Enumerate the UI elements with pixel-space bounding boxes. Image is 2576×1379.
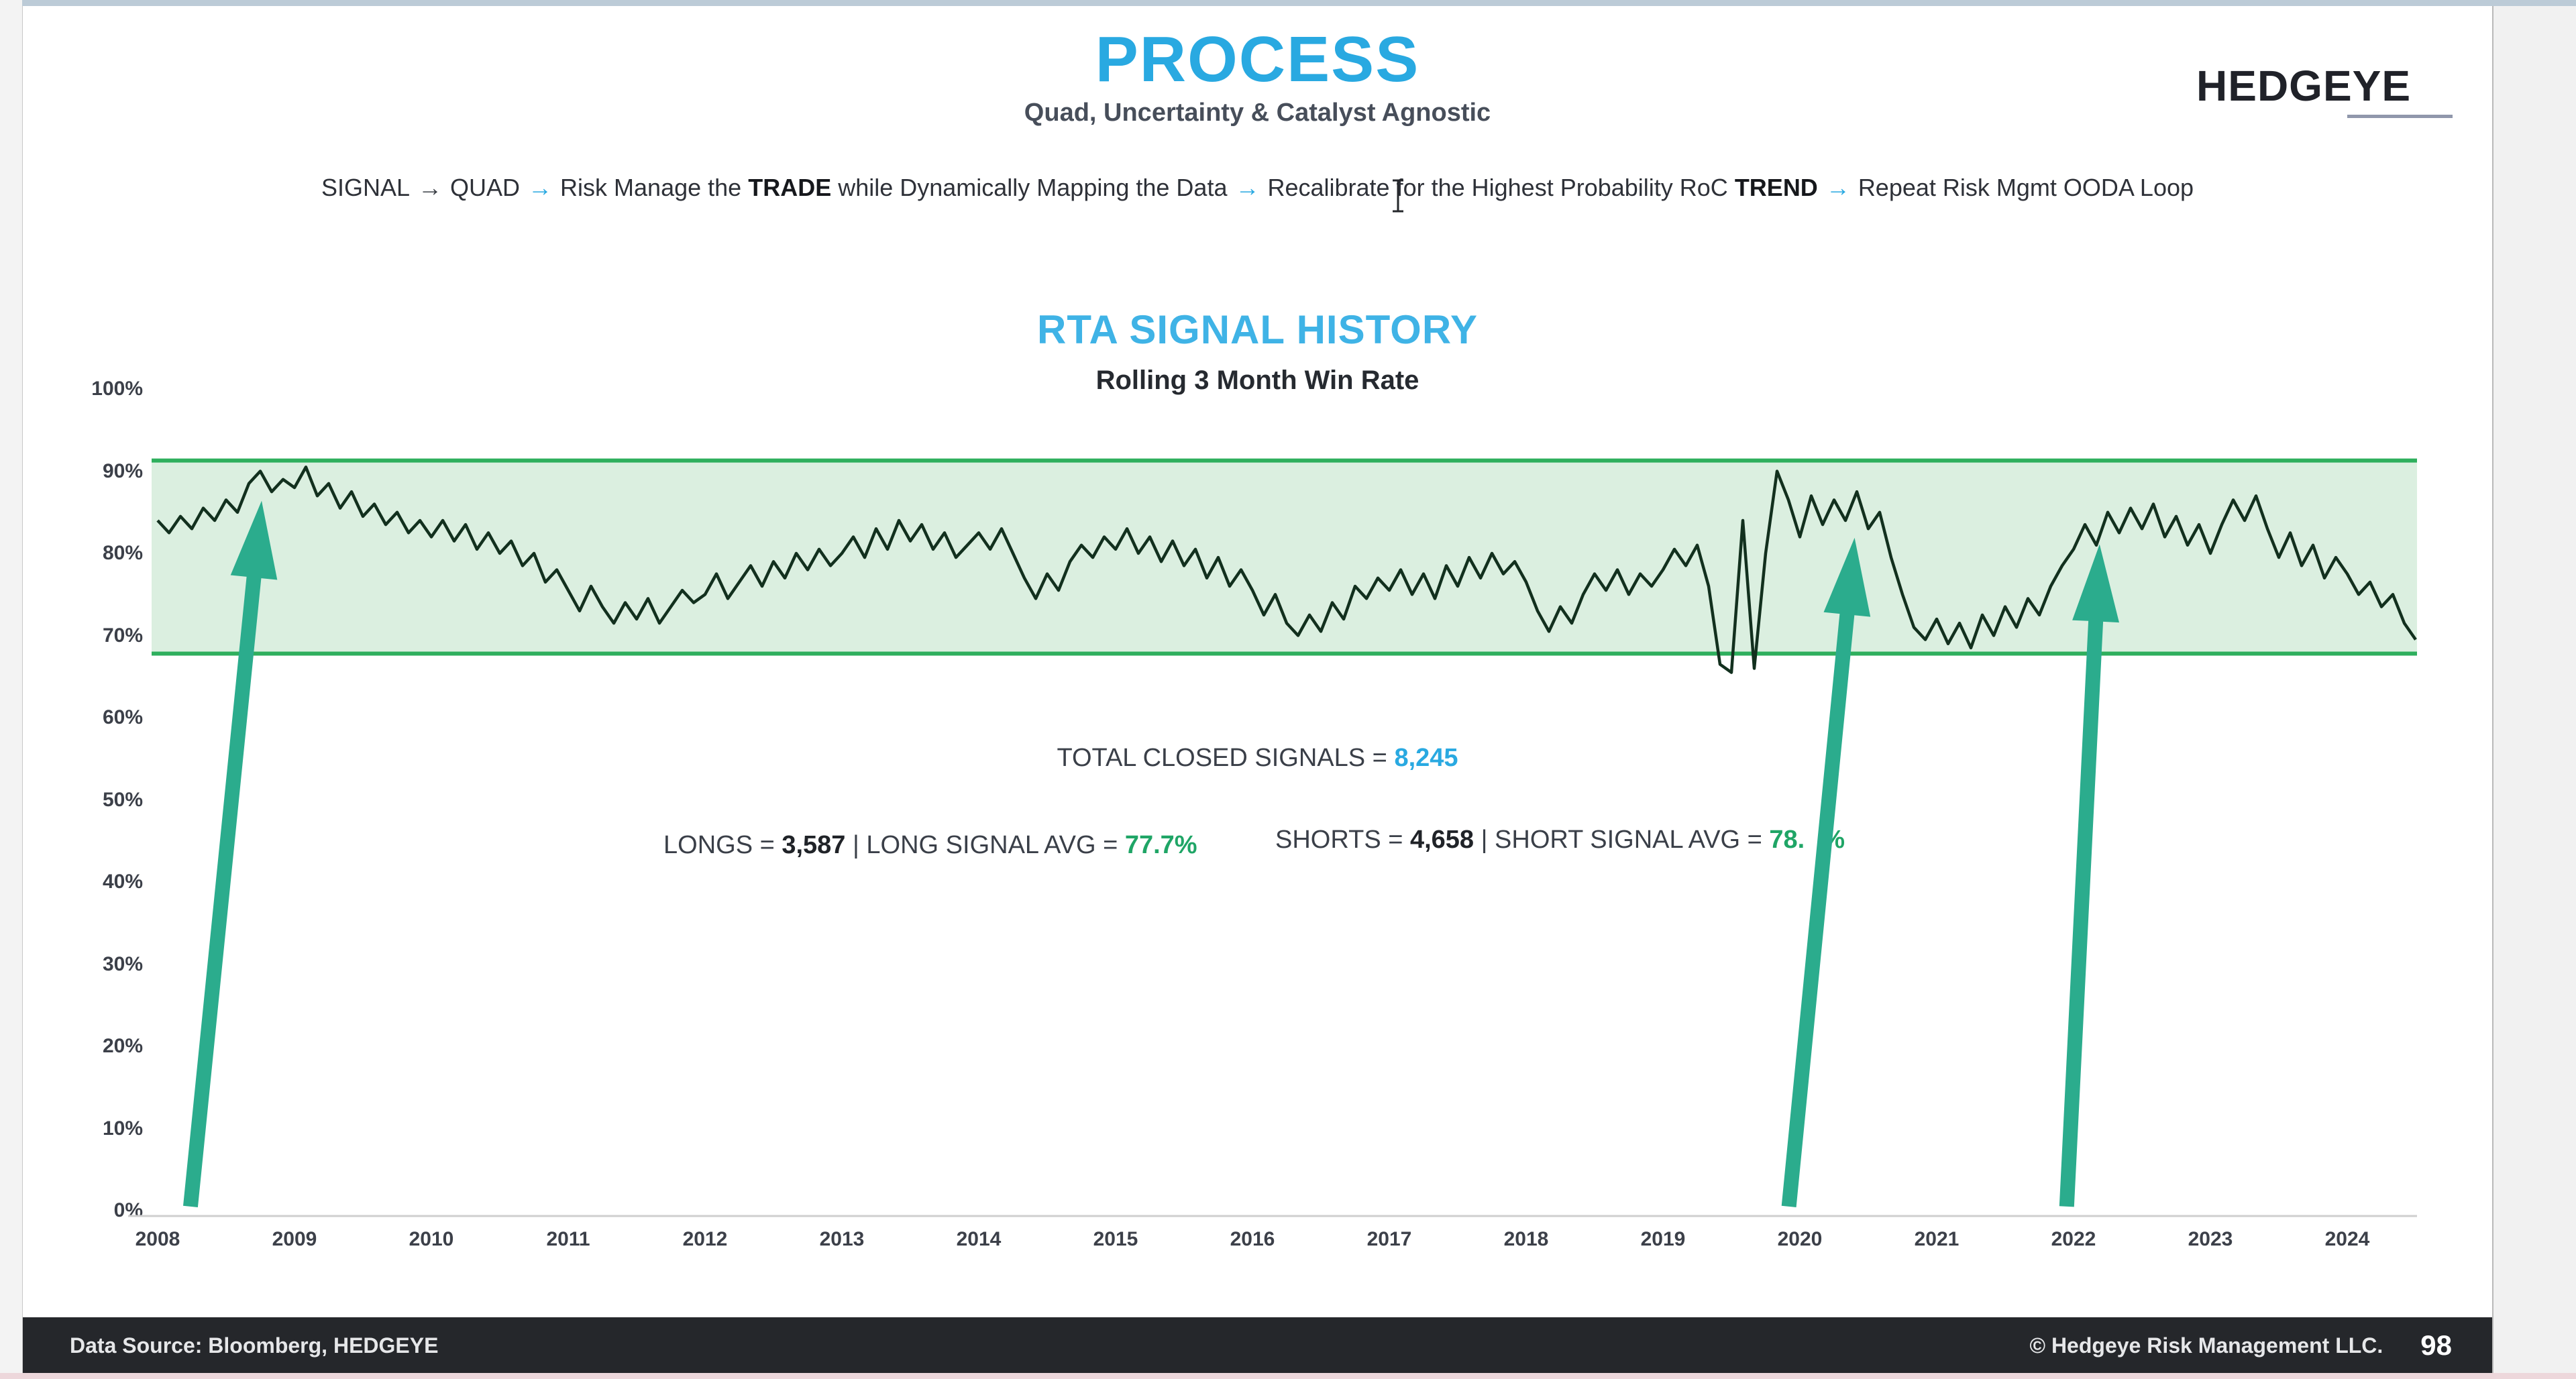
highlight-arrow <box>1781 537 1871 1207</box>
process-segment: TREND <box>1734 174 1818 201</box>
process-segment: Recalibrate for the Highest Probability … <box>1267 174 1735 201</box>
footer-bar: Data Source: Bloomberg, HEDGEYE © Hedgey… <box>23 1317 2492 1373</box>
footer-copyright: © Hedgeye Risk Management LLC. <box>2029 1333 2383 1358</box>
bottom-strip <box>0 1373 2576 1379</box>
process-segment: TRADE <box>748 174 832 201</box>
longs-avg-label: | LONG SIGNAL AVG = <box>845 831 1125 859</box>
brand-underline <box>2347 115 2453 118</box>
x-axis-tick-label: 2015 <box>1093 1228 1138 1250</box>
y-axis-tick-label: 90% <box>102 459 143 482</box>
footer-data-source: Data Source: Bloomberg, HEDGEYE <box>70 1333 439 1358</box>
y-axis-labels: 100% 90% 80% 70% 60% 50% 40% 30% 20% 10% 0% <box>63 378 143 1222</box>
win-rate-line <box>156 465 2417 674</box>
process-segment: Risk Manage the <box>560 174 749 201</box>
x-axis-tick-label: 2024 <box>2324 1228 2370 1250</box>
x-axis-tick-label: 2017 <box>1366 1228 1412 1250</box>
highlight-arrow <box>183 500 278 1207</box>
process-segment: SIGNAL <box>321 174 411 201</box>
win-rate-chart <box>128 458 2417 1217</box>
process-segment: → <box>1235 174 1260 201</box>
x-axis-tick-label: 2022 <box>2051 1228 2096 1250</box>
hedgeye-logo: HEDGEYE <box>2196 62 2411 110</box>
process-segment: QUAD <box>450 174 521 201</box>
slide: PROCESS Quad, Uncertainty & Catalyst Agn… <box>22 6 2493 1373</box>
shorts-label: SHORTS = <box>1275 826 1410 854</box>
process-segment: → <box>1825 174 1850 201</box>
y-axis-tick-label: 30% <box>102 952 143 975</box>
y-axis-tick-label: 40% <box>102 871 143 893</box>
y-axis-tick-label: 0% <box>113 1199 143 1221</box>
stats-total-label: TOTAL CLOSED SIGNALS = <box>1057 744 1395 772</box>
x-axis-tick-label: 2016 <box>1230 1228 1275 1250</box>
stats-total-closed: TOTAL CLOSED SIGNALS = 8,245 <box>23 742 2492 773</box>
x-axis-labels: 2008 2009 2010 2011 2012 2013 2014 2015 2016 2017… <box>127 1228 2377 1251</box>
x-axis-tick-label: 2018 <box>1503 1228 1549 1250</box>
shorts-avg-percent: % <box>1822 826 1845 854</box>
page-title: PROCESS <box>1095 23 1420 95</box>
process-flow-line: SIGNAL → QUAD → Risk Manage the TRADE while … <box>23 172 2492 203</box>
x-axis-tick-label: 2021 <box>1914 1228 1960 1250</box>
x-axis-tick-label: 2011 <box>546 1228 590 1250</box>
longs-avg-value: 77.7% <box>1124 831 1197 859</box>
text-cursor-icon <box>1393 179 1403 213</box>
x-axis-tick-label: 2023 <box>2188 1228 2233 1250</box>
footer-page-number: 98 <box>2420 1329 2452 1361</box>
right-gutter <box>2493 6 2576 1373</box>
process-segment: → <box>528 174 553 201</box>
stats-total-value: 8,245 <box>1394 744 1458 772</box>
signal-band <box>152 460 2417 654</box>
x-axis-tick-label: 2020 <box>1777 1228 1823 1250</box>
chart-title: RTA SIGNAL HISTORY <box>1037 307 1478 352</box>
y-axis-tick-label: 20% <box>102 1035 143 1057</box>
highlight-arrow <box>2059 544 2119 1207</box>
stats-longs: LONGS = 3,587 | LONG SIGNAL AVG = 77.7% <box>663 830 1197 861</box>
x-axis-tick-label: 2013 <box>819 1228 865 1250</box>
y-axis-tick-label: 100% <box>91 378 143 400</box>
x-axis-tick-label: 2009 <box>272 1228 317 1250</box>
process-segment: Repeat Risk Mgmt OODA Loop <box>1858 174 2194 201</box>
process-segment: while Dynamically Mapping the Data <box>831 174 1228 201</box>
page-subtitle: Quad, Uncertainty & Catalyst Agnostic <box>1024 99 1491 127</box>
shorts-avg-value: 78. <box>1769 826 1805 854</box>
x-axis-tick-label: 2010 <box>409 1228 454 1250</box>
stats-shorts: SHORTS = 4,658 | SHORT SIGNAL AVG = 78.% <box>1275 824 1845 855</box>
process-segment: → <box>418 174 443 201</box>
x-axis-tick-label: 2008 <box>135 1228 180 1250</box>
longs-value: 3,587 <box>782 831 846 859</box>
y-axis-tick-label: 50% <box>102 788 143 811</box>
x-axis-tick-label: 2012 <box>682 1228 728 1250</box>
y-axis-tick-label: 80% <box>102 542 143 564</box>
x-axis-tick-label: 2019 <box>1640 1228 1686 1250</box>
window-top-bar <box>22 0 2576 6</box>
chart-subtitle: Rolling 3 Month Win Rate <box>1095 366 1419 395</box>
shorts-value: 4,658 <box>1409 826 1474 854</box>
y-axis-tick-label: 10% <box>102 1117 143 1140</box>
x-axis-tick-label: 2014 <box>956 1228 1002 1250</box>
y-axis-tick-label: 60% <box>102 706 143 728</box>
y-axis-tick-label: 70% <box>102 624 143 647</box>
footer-right-group: © Hedgeye Risk Management LLC. 98 <box>2029 1329 2452 1362</box>
longs-label: LONGS = <box>663 831 782 859</box>
shorts-avg-label: | SHORT SIGNAL AVG = <box>1474 826 1770 854</box>
